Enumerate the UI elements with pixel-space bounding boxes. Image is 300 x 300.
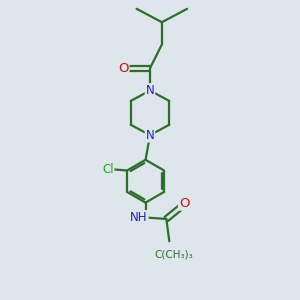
Text: NH: NH (130, 211, 148, 224)
Text: O: O (118, 62, 128, 75)
Text: O: O (179, 197, 189, 210)
Text: C(CH₃)₃: C(CH₃)₃ (154, 250, 193, 260)
Text: N: N (146, 84, 154, 97)
Text: Cl: Cl (102, 163, 113, 176)
Text: N: N (146, 129, 154, 142)
